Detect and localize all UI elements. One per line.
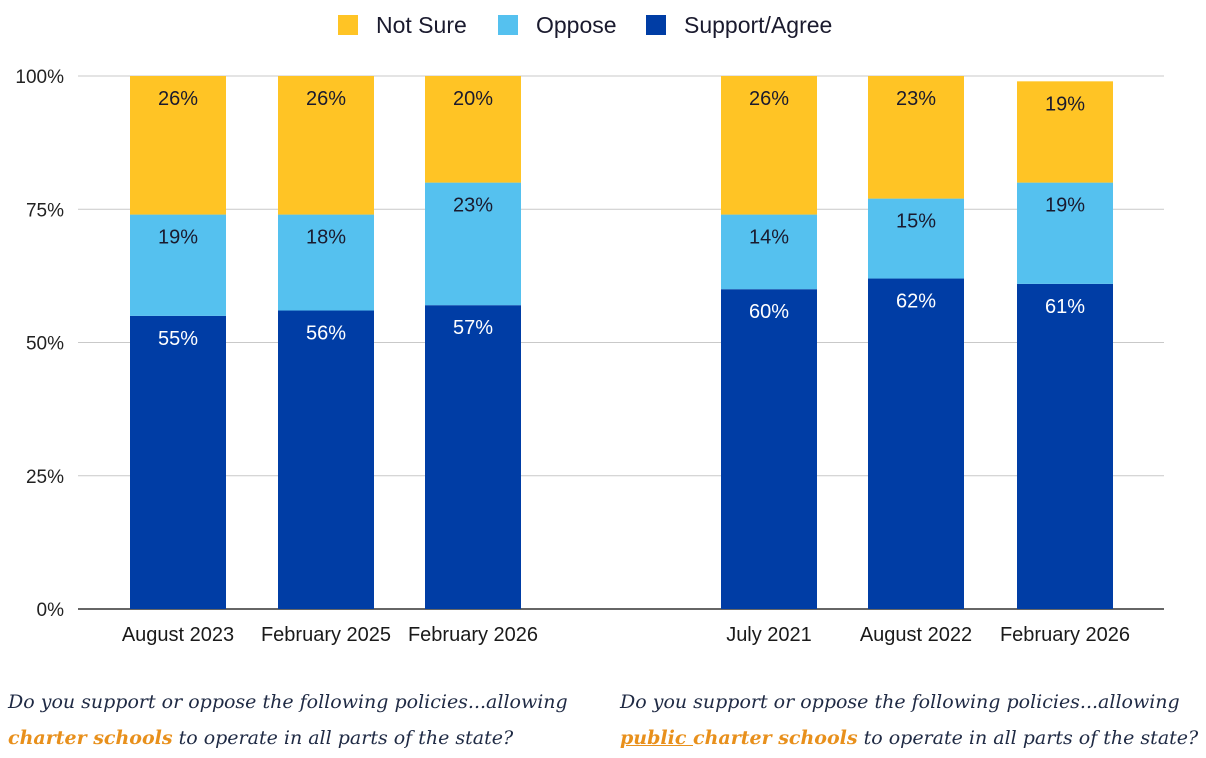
data-label: 14% [749, 227, 789, 249]
x-tick-label: February 2026 [1000, 624, 1130, 646]
bar-segment [278, 76, 374, 215]
y-tick-label: 75% [26, 200, 64, 221]
bar-segment [1017, 81, 1113, 183]
y-tick-label: 0% [37, 600, 65, 621]
legend-swatch [338, 15, 358, 35]
data-label: 19% [1045, 93, 1085, 115]
x-tick-label: August 2022 [860, 624, 972, 646]
bar-segment [721, 76, 817, 215]
x-tick-label: February 2025 [261, 624, 391, 646]
bar-segment [721, 214, 817, 290]
bar-segment [868, 198, 964, 279]
bar-segment [721, 289, 817, 609]
data-label: 19% [158, 227, 198, 249]
right-caption-highlight-public: public [620, 727, 694, 749]
data-label: 26% [306, 88, 346, 110]
data-label: 15% [896, 211, 936, 233]
bar-segment [868, 76, 964, 199]
bar-segment [1017, 182, 1113, 284]
data-label: 62% [896, 291, 936, 313]
right-question-caption: Do you support or oppose the following p… [620, 684, 1200, 756]
legend-swatch [498, 15, 518, 35]
data-label: 57% [453, 317, 493, 339]
legend-swatch [646, 15, 666, 35]
legend-label: Not Sure [376, 12, 467, 38]
left-caption-line1: Do you support or oppose the following p… [8, 691, 568, 713]
bar-segment [1017, 283, 1113, 609]
bar-segment [130, 76, 226, 215]
data-label: 26% [158, 88, 198, 110]
data-label: 20% [453, 88, 493, 110]
bar-segment [278, 214, 374, 311]
x-tick-label: July 2021 [726, 624, 812, 646]
bar-segment [425, 76, 521, 183]
data-label: 61% [1045, 296, 1085, 318]
y-tick-label: 25% [26, 467, 64, 488]
right-caption-line1: Do you support or oppose the following p… [620, 691, 1180, 713]
bar-segment [868, 278, 964, 609]
data-label: 19% [1045, 195, 1085, 217]
stacked-bar-chart: 0% 25% 50% 75% 100% 55% 19% 26% August 2023 56% 18… [15, 12, 1164, 646]
right-caption-highlight: charter schools [693, 727, 858, 749]
legend-label: Oppose [536, 12, 617, 38]
x-tick-label: August 2023 [122, 624, 234, 646]
bar-segment [278, 310, 374, 609]
bar-segment [130, 315, 226, 609]
legend-label: Support/Agree [684, 12, 832, 38]
data-label: 26% [749, 88, 789, 110]
bar-segment [130, 214, 226, 316]
y-tick-label: 50% [26, 334, 64, 355]
left-caption-highlight: charter schools [8, 727, 173, 749]
data-label: 56% [306, 323, 346, 345]
bar-segment [425, 182, 521, 306]
data-label: 23% [896, 88, 936, 110]
left-caption-rest: to operate in all parts of the state? [172, 727, 514, 749]
data-label: 18% [306, 227, 346, 249]
right-caption-rest: to operate in all parts of the state? [857, 727, 1199, 749]
data-label: 55% [158, 328, 198, 350]
y-tick-label: 100% [15, 67, 64, 88]
x-tick-label: February 2026 [408, 624, 538, 646]
left-question-caption: Do you support or oppose the following p… [8, 684, 598, 756]
data-label: 60% [749, 301, 789, 323]
data-label: 23% [453, 195, 493, 217]
bar-segment [425, 305, 521, 609]
